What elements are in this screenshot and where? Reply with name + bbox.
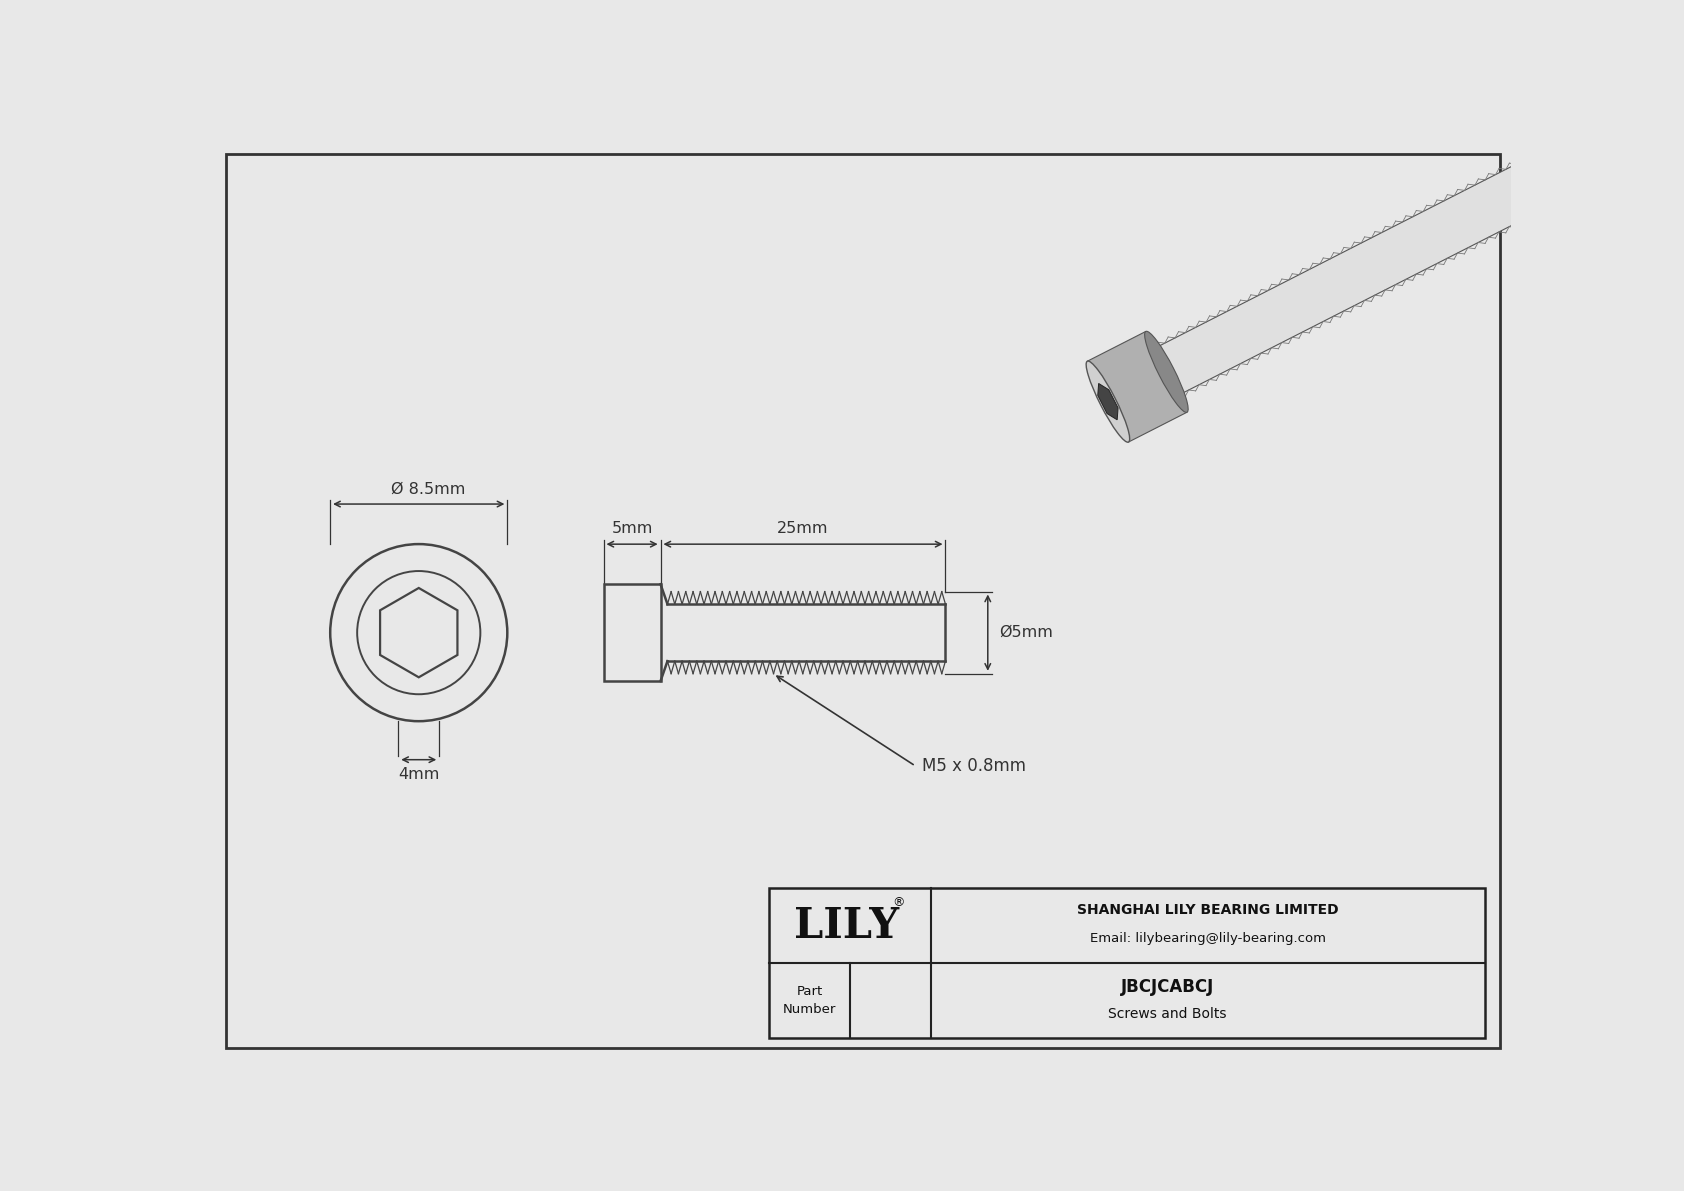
Text: Screws and Bolts: Screws and Bolts xyxy=(1108,1006,1228,1021)
Text: 4mm: 4mm xyxy=(397,767,440,782)
Polygon shape xyxy=(1155,158,1551,395)
Text: JBCJCABCJ: JBCJCABCJ xyxy=(1122,978,1214,996)
Text: M5 x 0.8mm: M5 x 0.8mm xyxy=(921,757,1026,775)
Text: Ø 8.5mm: Ø 8.5mm xyxy=(391,481,465,497)
Bar xyxy=(770,888,1485,1039)
Polygon shape xyxy=(1088,331,1187,442)
Polygon shape xyxy=(1098,384,1118,419)
Text: Part
Number: Part Number xyxy=(783,985,837,1016)
Ellipse shape xyxy=(1145,331,1189,412)
Text: ®: ® xyxy=(893,896,904,909)
Text: 25mm: 25mm xyxy=(778,522,829,536)
Text: Ø5mm: Ø5mm xyxy=(999,625,1052,640)
Text: LILY: LILY xyxy=(793,905,899,947)
Bar xyxy=(603,585,660,681)
Text: Email: lilybearing@lily-bearing.com: Email: lilybearing@lily-bearing.com xyxy=(1090,933,1325,946)
Text: SHANGHAI LILY BEARING LIMITED: SHANGHAI LILY BEARING LIMITED xyxy=(1078,904,1339,917)
Ellipse shape xyxy=(1086,361,1130,442)
Ellipse shape xyxy=(1526,158,1551,206)
Text: 5mm: 5mm xyxy=(611,522,653,536)
